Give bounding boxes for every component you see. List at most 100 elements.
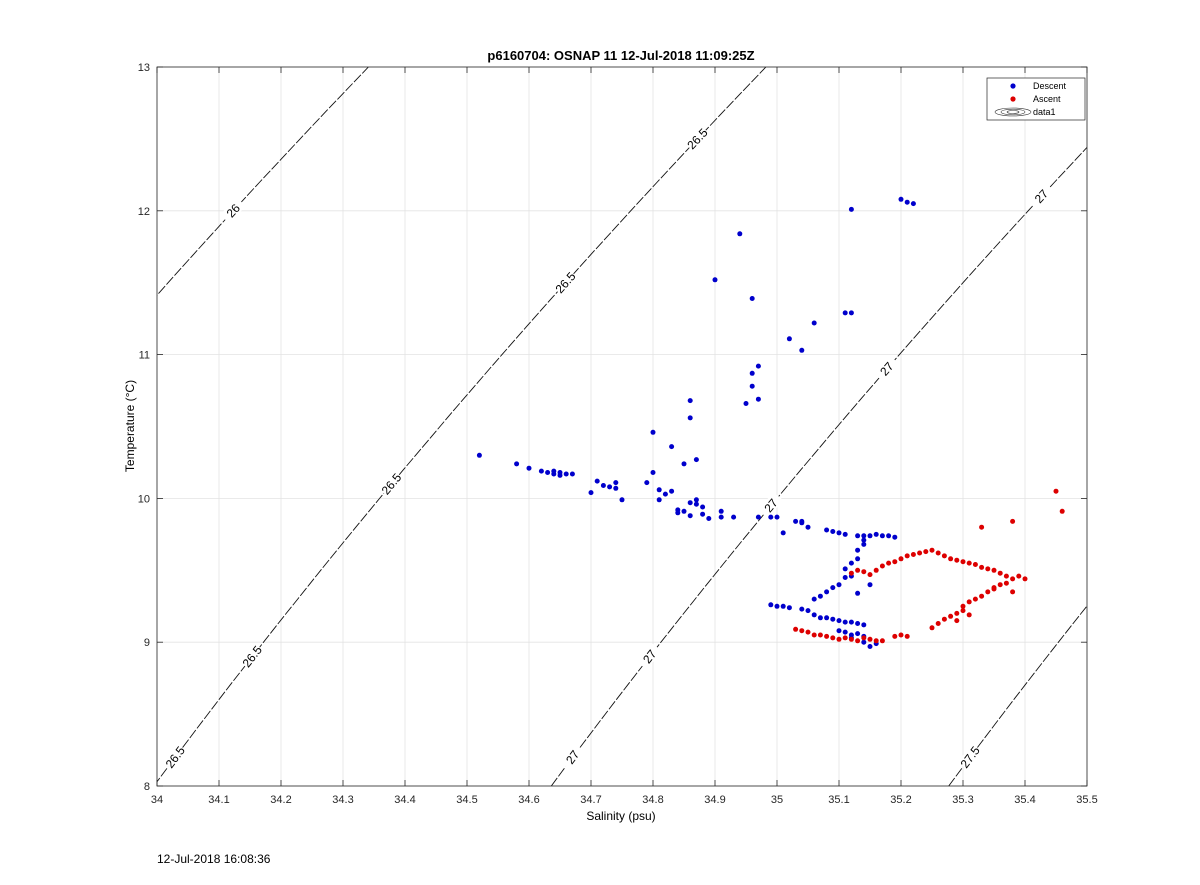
x-tick-label: 34.1 — [208, 794, 229, 806]
x-tick-label: 34.6 — [518, 794, 539, 806]
ascent-point — [886, 560, 892, 566]
descent-point — [755, 396, 761, 402]
descent-point — [793, 518, 799, 524]
axis-ticks: 34 34.1 34.2 34.3 34.4 34.5 34.6 34.7 34.8 34.9 35… — [138, 62, 1098, 806]
descent-point — [861, 533, 867, 539]
ascent-point — [960, 559, 966, 565]
contour-label-bg — [239, 642, 265, 670]
ascent-point — [1010, 589, 1016, 595]
legend-data1-label: data1 — [1033, 107, 1056, 117]
density-contour-line — [157, 67, 767, 783]
descent-point — [662, 491, 668, 497]
descent-point — [780, 530, 786, 536]
descent-point — [824, 615, 830, 621]
y-tick-label: 13 — [138, 62, 150, 74]
ascent-point — [824, 633, 830, 639]
ascent-point — [929, 547, 935, 553]
ascent-point — [793, 626, 799, 632]
legend-box — [986, 77, 1086, 121]
descent-point — [768, 602, 774, 608]
ascent-point — [836, 636, 842, 642]
contour-label-bg — [162, 743, 188, 771]
x-axis-label: Salinity (psu) — [586, 809, 655, 823]
contour-label-bg — [684, 125, 711, 152]
contour-label-bg — [378, 470, 404, 498]
ascent-point — [861, 635, 867, 641]
descent-point — [861, 622, 867, 628]
x-tick-label: 34.4 — [394, 794, 415, 806]
ascent-point — [817, 632, 823, 638]
ascent-point — [799, 628, 805, 634]
descent-point — [848, 619, 854, 625]
ascent-point — [935, 621, 941, 626]
descent-point — [656, 497, 662, 503]
descent-point — [873, 531, 879, 537]
descent-point — [799, 520, 805, 526]
descent-point — [842, 566, 848, 572]
ascent-point — [954, 618, 960, 624]
descent-point — [904, 199, 910, 205]
descent-point — [768, 514, 774, 520]
ascent-point — [979, 593, 985, 599]
descent-point — [817, 615, 823, 621]
descent-point — [526, 465, 532, 471]
ascent-point — [979, 524, 985, 530]
ascent-point — [848, 570, 854, 576]
descent-point — [910, 201, 916, 207]
descent-point — [669, 488, 675, 494]
descent-point — [749, 296, 755, 301]
descent-point — [867, 644, 873, 649]
descent-point — [731, 514, 737, 520]
descent-point — [855, 547, 861, 553]
descent-point — [867, 582, 873, 588]
legend-ascent-label: Ascent — [1033, 94, 1061, 104]
descent-point — [811, 596, 817, 602]
plot-area — [157, 67, 1087, 786]
descent-point — [842, 531, 848, 537]
ascent-point — [972, 562, 978, 567]
descent-point — [650, 470, 656, 475]
descent-point — [743, 401, 749, 406]
ascent-point — [898, 556, 904, 562]
legend: Descent Ascent data1 — [986, 77, 1086, 121]
descent-point — [687, 500, 693, 506]
ascent-point — [848, 636, 854, 642]
x-tick-label: 34.7 — [580, 794, 601, 806]
descent-point — [669, 444, 675, 450]
y-tick-label: 9 — [144, 637, 150, 649]
descent-point — [476, 452, 482, 458]
descent-point — [830, 529, 836, 534]
ascent-point — [904, 553, 910, 559]
ascent-point — [1003, 573, 1009, 579]
descent-point — [848, 206, 854, 212]
descent-point — [588, 490, 594, 496]
descent-point — [693, 501, 699, 507]
ascent-point — [892, 633, 898, 639]
legend-ascent-marker — [1010, 96, 1016, 102]
legend-descent-marker — [1010, 83, 1016, 89]
y-tick-label: 11 — [139, 350, 150, 362]
y-tick-label: 12 — [138, 206, 150, 218]
descent-point — [712, 277, 718, 283]
ascent-point — [898, 632, 904, 638]
descent-point — [681, 508, 687, 514]
descent-point — [700, 511, 706, 517]
descent-point — [718, 508, 724, 514]
descent-point — [861, 541, 867, 547]
ascent-point — [991, 567, 997, 573]
ascent-point — [997, 570, 1003, 576]
x-tick-label: 34.9 — [704, 794, 725, 806]
descent-point — [824, 527, 830, 533]
descent-point — [855, 621, 861, 626]
descent-point — [656, 487, 662, 493]
descent-point — [830, 585, 836, 591]
x-tick-label: 34.3 — [332, 794, 353, 806]
contour-label-bg — [1028, 182, 1054, 210]
y-tick-label: 8 — [144, 781, 150, 793]
x-tick-label: 34.5 — [456, 794, 477, 806]
descent-point — [613, 485, 619, 491]
descent-point — [867, 533, 873, 539]
ascent-point — [1010, 518, 1016, 524]
descent-point — [687, 513, 693, 519]
